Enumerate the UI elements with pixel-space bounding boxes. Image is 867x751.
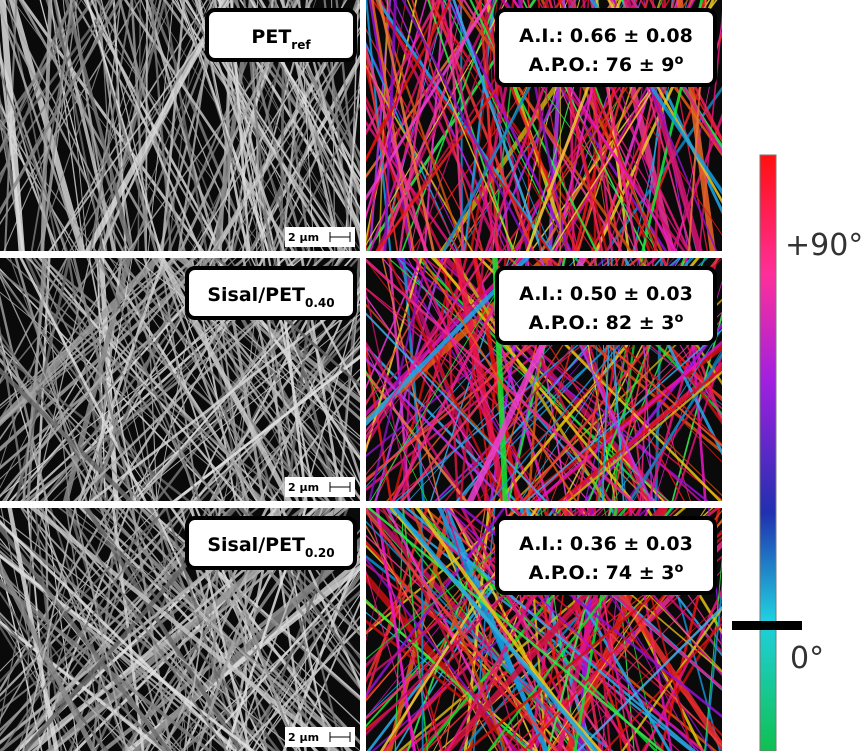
apo-value: A.P.O.: 74 ± 3 — [529, 562, 675, 584]
scale-bar-label: 2 μm — [288, 481, 319, 494]
sample-name: Sisal/PET — [207, 284, 305, 306]
alignment-index: A.I.: 0.66 ± 0.08 — [519, 25, 693, 47]
apo: A.P.O.: 76 ± 9o — [529, 53, 684, 76]
colorbar-marker — [732, 621, 802, 630]
sample-subscript: 0.40 — [305, 296, 335, 310]
alignment-index: A.I.: 0.36 ± 0.03 — [519, 533, 693, 555]
apo: A.P.O.: 82 ± 3o — [529, 311, 684, 334]
apo-degree: o — [674, 53, 683, 68]
sample-subscript: 0.20 — [305, 546, 335, 560]
sample-subscript: ref — [291, 38, 311, 52]
apo-value: A.P.O.: 76 ± 9 — [529, 54, 675, 76]
scale-bar-label: 2 μm — [288, 731, 319, 744]
panels: PETref 2 μm A.I.: 0.66 ± 0.08 A.P.O.: 76 ± … — [0, 0, 867, 751]
sample-name: Sisal/PET — [207, 534, 305, 556]
colorbar-bottom-label: 0° — [790, 641, 824, 676]
sample-name: PET — [251, 26, 291, 48]
figure: PETref 2 μm A.I.: 0.66 ± 0.08 A.P.O.: 76 ± … — [0, 0, 867, 751]
apo: A.P.O.: 74 ± 3o — [529, 561, 684, 584]
alignment-index: A.I.: 0.50 ± 0.03 — [519, 283, 693, 305]
apo-value: A.P.O.: 82 ± 3 — [529, 312, 675, 334]
colorbar — [760, 155, 776, 751]
scale-bar-label: 2 μm — [288, 231, 319, 244]
apo-degree: o — [674, 311, 683, 326]
colorbar-top-label: +90° — [785, 228, 863, 263]
apo-degree: o — [674, 561, 683, 576]
